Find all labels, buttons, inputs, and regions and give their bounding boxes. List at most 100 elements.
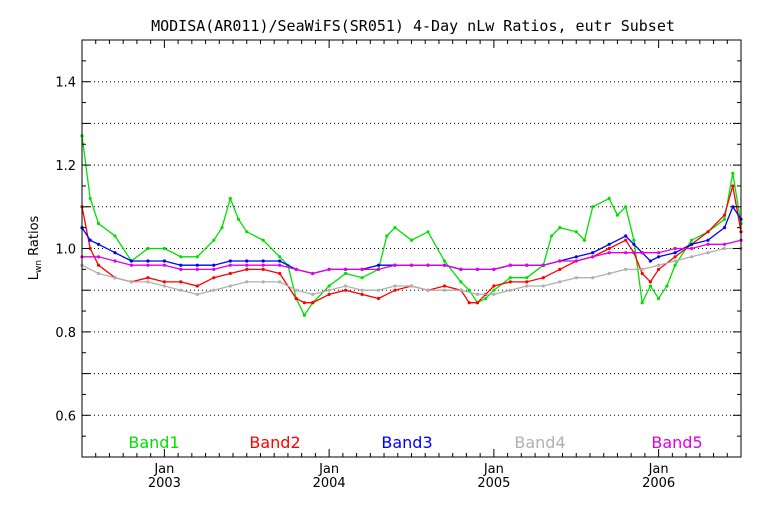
data-point — [96, 242, 101, 246]
data-point — [376, 296, 381, 301]
data-point — [525, 276, 529, 280]
data-point — [302, 313, 306, 317]
data-point — [113, 276, 117, 280]
data-point — [162, 246, 166, 251]
data-point — [426, 230, 430, 234]
data-point — [278, 259, 282, 263]
data-point — [673, 259, 677, 263]
data-point — [261, 267, 265, 271]
data-point — [442, 259, 447, 263]
data-point — [344, 271, 348, 276]
data-point — [311, 301, 315, 305]
data-point — [591, 276, 595, 280]
data-point — [344, 284, 348, 288]
data-point — [492, 284, 496, 288]
series-band1 — [80, 134, 743, 317]
data-point — [541, 284, 545, 288]
data-point — [327, 284, 331, 288]
data-point — [731, 171, 735, 175]
data-point — [607, 196, 611, 201]
data-point — [591, 251, 595, 255]
data-point — [648, 284, 653, 288]
data-point — [311, 292, 315, 296]
data-point — [607, 242, 611, 246]
data-point — [525, 263, 529, 267]
data-point — [459, 288, 463, 292]
data-point — [376, 288, 381, 292]
data-point — [442, 263, 447, 267]
data-point — [162, 259, 166, 263]
chart-title: MODISA(AR011)/SeaWiFS(SR051) 4-Day nLw R… — [151, 17, 675, 35]
data-point — [162, 284, 166, 288]
y-axis-label-subscript: wn — [34, 260, 44, 273]
data-point — [113, 259, 117, 263]
data-point — [706, 238, 710, 242]
data-point — [442, 284, 447, 288]
data-point — [179, 288, 183, 292]
data-point — [376, 263, 381, 267]
data-point — [360, 288, 364, 292]
data-point — [690, 238, 694, 242]
data-point — [558, 259, 562, 263]
series-band4 — [80, 246, 743, 296]
y-tick-label: 0.8 — [55, 326, 76, 341]
data-point — [88, 196, 92, 201]
axis-ticks — [81, 39, 742, 458]
data-point — [624, 267, 628, 271]
data-point — [409, 263, 414, 267]
data-point — [492, 288, 496, 292]
data-point — [113, 234, 117, 238]
data-point — [426, 288, 430, 292]
data-point — [442, 288, 447, 292]
data-point — [327, 267, 331, 271]
data-point — [484, 296, 488, 301]
data-point — [96, 271, 101, 276]
data-point — [344, 288, 348, 292]
data-point — [508, 288, 512, 292]
data-point — [278, 255, 282, 259]
data-point — [146, 263, 150, 267]
data-point — [393, 226, 397, 230]
data-point — [245, 263, 249, 267]
data-point — [96, 221, 101, 226]
data-point — [607, 271, 611, 276]
data-point — [96, 255, 101, 259]
data-point — [129, 263, 133, 267]
data-point — [690, 246, 694, 251]
data-point — [673, 251, 677, 255]
series-line-band1 — [81, 135, 742, 317]
data-point — [706, 242, 710, 246]
data-point — [722, 226, 727, 230]
data-point — [212, 263, 216, 267]
data-point — [558, 280, 562, 284]
data-point — [146, 280, 150, 284]
data-point — [657, 251, 661, 255]
data-point — [640, 251, 644, 255]
data-point — [376, 267, 381, 271]
data-point — [632, 238, 636, 242]
x-tick-month-label: Jan — [318, 462, 339, 477]
data-point — [648, 280, 653, 284]
data-point — [220, 226, 224, 230]
data-point — [607, 251, 611, 255]
series-layer — [80, 134, 743, 317]
data-point — [179, 255, 183, 259]
data-point — [236, 217, 241, 221]
data-point — [657, 255, 661, 259]
data-point — [88, 246, 92, 251]
data-point — [673, 255, 677, 259]
data-point — [475, 301, 479, 305]
data-point — [624, 251, 628, 255]
legend-entry-band4: Band4 — [514, 433, 565, 452]
data-point — [690, 255, 694, 259]
data-point — [360, 292, 364, 296]
data-point — [731, 205, 735, 209]
data-point — [525, 280, 529, 284]
data-point — [129, 259, 133, 263]
data-point — [245, 259, 249, 263]
grid — [82, 81, 741, 416]
data-point — [302, 301, 306, 305]
data-point — [261, 238, 265, 242]
data-point — [426, 263, 430, 267]
